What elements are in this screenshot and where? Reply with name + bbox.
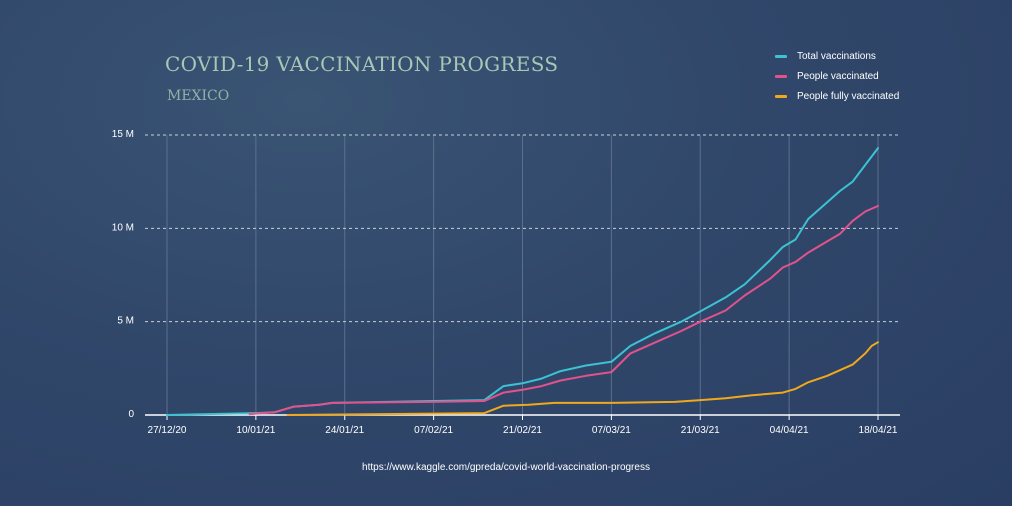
x-tick-label: 21/02/21 [503, 425, 542, 436]
x-tick-label: 21/03/21 [681, 425, 720, 436]
y-tick-label: 0 [128, 409, 134, 420]
y-tick-label: 15 M [112, 129, 134, 140]
x-tick-label: 18/04/21 [859, 425, 898, 436]
chart-subtitle: MEXICO [167, 88, 230, 104]
y-tick-label: 10 M [112, 222, 134, 233]
legend-swatch-people [775, 74, 787, 78]
x-tick-label: 07/03/21 [592, 425, 631, 436]
people-fully-vaccinated-line [286, 341, 879, 416]
y-tick-label: 5 M [117, 316, 134, 327]
people-vaccinated-line [248, 204, 879, 416]
legend-swatch-total [775, 54, 787, 58]
source-text: https://www.kaggle.com/gpreda/covid-worl… [362, 462, 650, 473]
x-tick-label: 24/01/21 [325, 425, 364, 436]
chart-legend: Total vaccinations People vaccinated Peo… [775, 46, 899, 106]
legend-swatch-fully [775, 94, 787, 98]
x-tick-label: 10/01/21 [236, 425, 275, 436]
x-tick-label: 07/02/21 [414, 425, 453, 436]
chart-title: COVID-19 VACCINATION PROGRESS [165, 52, 559, 76]
legend-item-fully[interactable]: People fully vaccinated [775, 86, 899, 106]
legend-label-people: People vaccinated [797, 70, 879, 82]
x-tick-label: 04/04/21 [770, 425, 809, 436]
legend-item-people[interactable]: People vaccinated [775, 66, 899, 86]
x-tick-label: 27/12/20 [148, 425, 187, 436]
legend-label-fully: People fully vaccinated [797, 90, 900, 102]
legend-label-total: Total vaccinations [797, 50, 876, 62]
legend-item-total[interactable]: Total vaccinations [775, 46, 899, 66]
